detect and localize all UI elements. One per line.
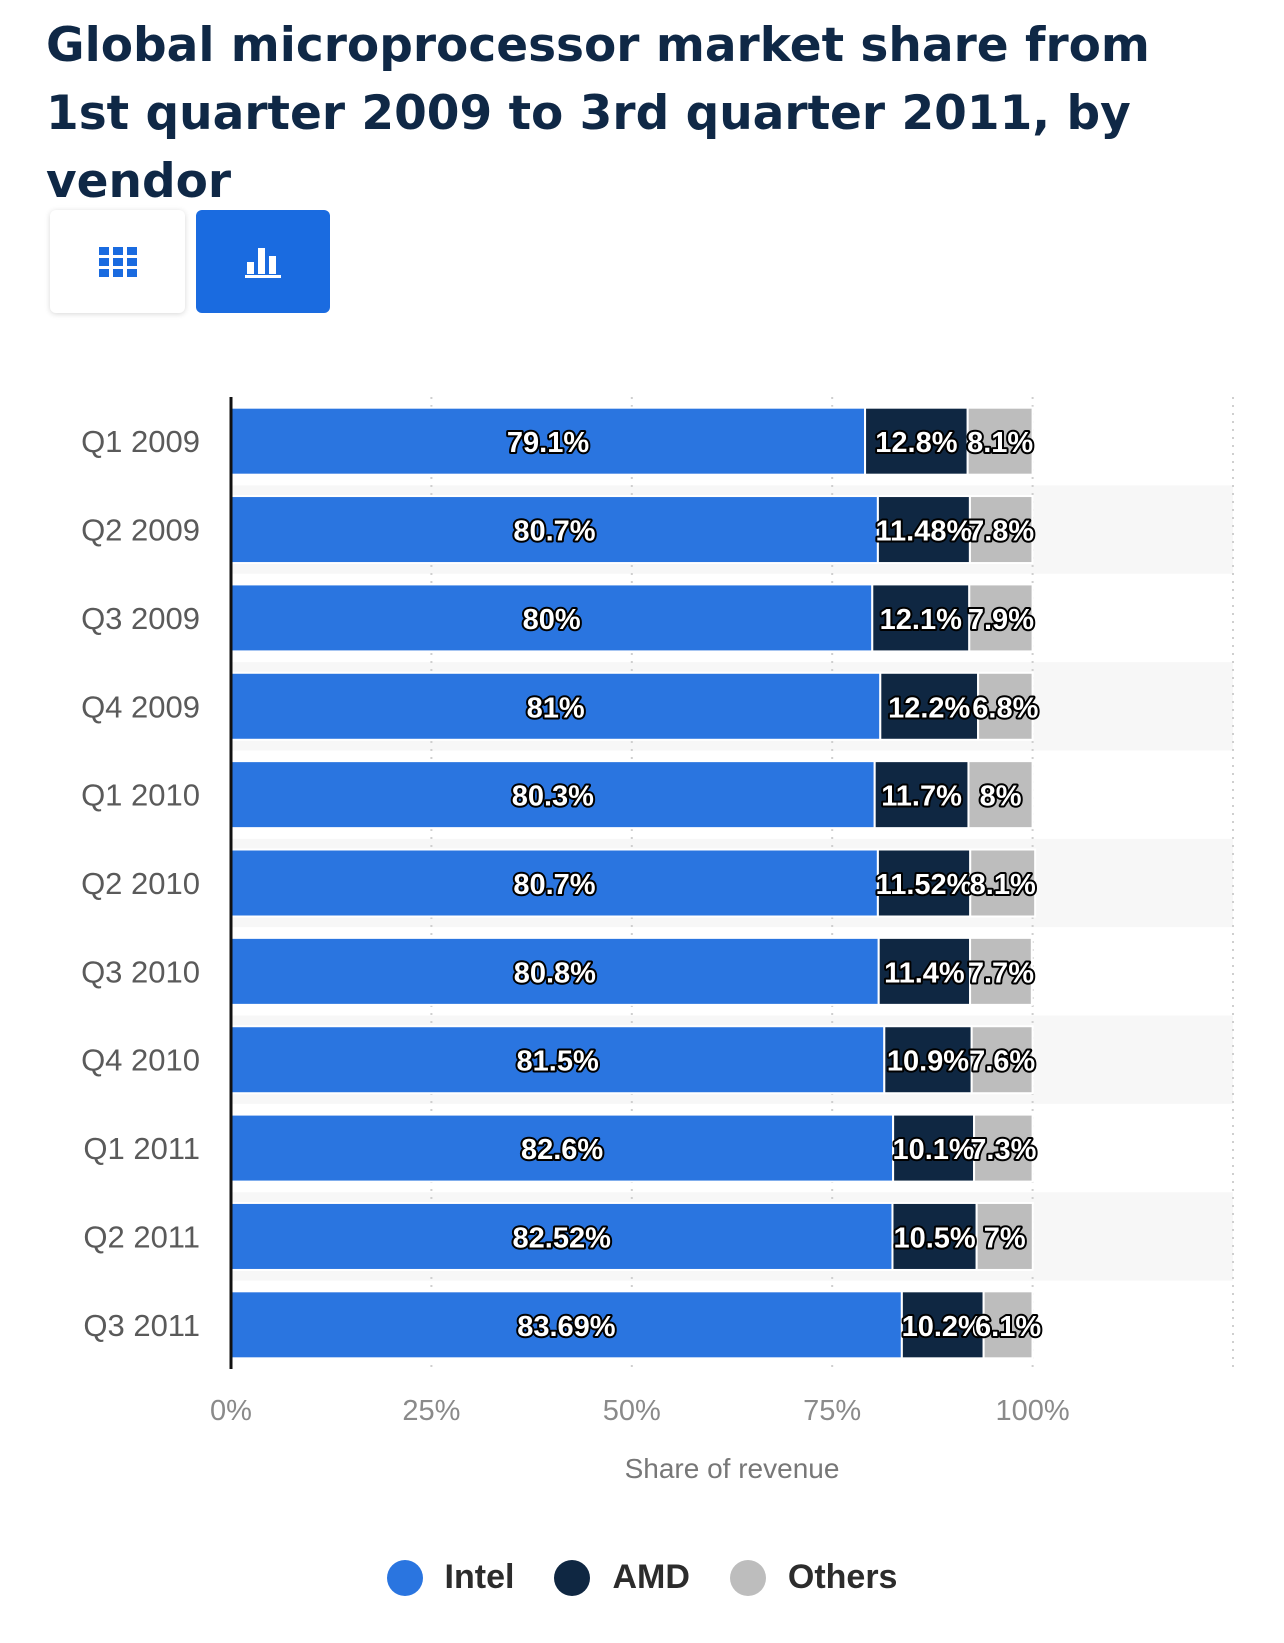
legend-item-amd[interactable]: AMD bbox=[554, 1558, 690, 1597]
category-label: Q1 2010 bbox=[81, 778, 200, 813]
table-view-button[interactable] bbox=[50, 210, 185, 313]
bar-others-q3-2010[interactable] bbox=[969, 936, 1033, 1006]
data-label-intel: 83.69% bbox=[517, 1311, 616, 1343]
data-label-intel: 82.6% bbox=[521, 1134, 603, 1166]
x-tick-label: 25% bbox=[402, 1395, 460, 1427]
data-label-intel: 80.8% bbox=[514, 957, 596, 989]
bar-amd-q1-2009[interactable] bbox=[864, 406, 969, 476]
data-label-amd: 10.9% bbox=[887, 1046, 969, 1078]
bar-others-q2-2009[interactable] bbox=[968, 495, 1034, 565]
legend-item-intel[interactable]: Intel bbox=[386, 1558, 515, 1597]
bar-amd-q4-2009[interactable] bbox=[879, 671, 980, 741]
bar-others-q1-2011[interactable] bbox=[973, 1113, 1034, 1183]
x-axis-title: Share of revenue bbox=[625, 1453, 840, 1484]
category-label: Q3 2010 bbox=[81, 954, 200, 989]
bar-intel-q4-2009[interactable] bbox=[230, 671, 882, 741]
legend-label-amd: AMD bbox=[612, 1558, 690, 1596]
data-label-amd: 11.52% bbox=[876, 869, 973, 901]
legend-swatch-intel bbox=[386, 1559, 423, 1596]
data-label-others: 7.8% bbox=[968, 516, 1034, 548]
bar-intel-q2-2010[interactable] bbox=[230, 848, 879, 918]
chart-view-button[interactable] bbox=[196, 210, 330, 313]
data-label-others: 7.9% bbox=[968, 604, 1034, 636]
data-label-intel: 80.7% bbox=[513, 869, 595, 901]
bar-others-q4-2009[interactable] bbox=[977, 671, 1034, 741]
bar-intel-q1-2011[interactable] bbox=[230, 1113, 895, 1183]
bar-others-q2-2010[interactable] bbox=[969, 848, 1037, 918]
bar-amd-q2-2009[interactable] bbox=[876, 495, 971, 565]
data-label-amd: 11.48% bbox=[876, 516, 973, 548]
data-label-intel: 82.52% bbox=[513, 1222, 612, 1254]
legend: Intel AMD Others bbox=[0, 1558, 1284, 1597]
data-label-intel: 79.1% bbox=[507, 427, 589, 459]
category-label: Q2 2010 bbox=[81, 866, 200, 901]
bar-amd-q1-2010[interactable] bbox=[873, 760, 970, 830]
x-tick-label: 100% bbox=[996, 1395, 1070, 1427]
data-label-others: 7.6% bbox=[969, 1046, 1035, 1078]
data-label-amd: 11.4% bbox=[884, 957, 965, 989]
legend-swatch-amd bbox=[554, 1559, 591, 1596]
bar-amd-q2-2011[interactable] bbox=[891, 1201, 978, 1271]
bar-intel-q4-2010[interactable] bbox=[230, 1025, 886, 1095]
bar-others-q3-2009[interactable] bbox=[968, 583, 1034, 653]
bar-others-q1-2010[interactable] bbox=[967, 760, 1034, 830]
bar-intel-q1-2010[interactable] bbox=[230, 760, 876, 830]
x-tick-label: 75% bbox=[803, 1395, 861, 1427]
category-label: Q3 2009 bbox=[81, 601, 200, 636]
data-label-amd: 12.8% bbox=[875, 427, 957, 459]
x-tick-label: 50% bbox=[603, 1395, 661, 1427]
data-label-amd: 10.2% bbox=[902, 1311, 984, 1343]
data-label-others: 8.1% bbox=[970, 869, 1036, 901]
data-label-amd: 10.5% bbox=[893, 1222, 975, 1254]
bar-amd-q3-2009[interactable] bbox=[871, 583, 971, 653]
data-label-amd: 11.7% bbox=[881, 781, 962, 813]
data-label-others: 7.3% bbox=[970, 1134, 1036, 1166]
data-label-others: 8% bbox=[980, 781, 1022, 813]
category-label: Q2 2011 bbox=[83, 1219, 200, 1254]
data-label-amd: 10.1% bbox=[892, 1134, 974, 1166]
data-label-others: 7.7% bbox=[968, 957, 1034, 989]
category-label: Q1 2011 bbox=[83, 1131, 200, 1166]
category-label: Q4 2009 bbox=[81, 689, 200, 724]
data-label-intel: 81.5% bbox=[517, 1046, 599, 1078]
data-label-others: 6.1% bbox=[975, 1311, 1041, 1343]
bar-amd-q2-2010[interactable] bbox=[876, 848, 972, 918]
bar-others-q2-2011[interactable] bbox=[975, 1201, 1034, 1271]
bar-chart-icon bbox=[245, 247, 281, 278]
data-label-others: 7% bbox=[984, 1222, 1026, 1254]
legend-label-others: Others bbox=[787, 1558, 898, 1596]
data-label-others: 8.1% bbox=[967, 427, 1033, 459]
category-label: Q1 2009 bbox=[81, 424, 200, 459]
category-label: Q4 2010 bbox=[81, 1043, 200, 1078]
data-label-intel: 80.7% bbox=[513, 516, 595, 548]
category-label: Q2 2009 bbox=[81, 513, 200, 548]
bar-others-q1-2009[interactable] bbox=[966, 406, 1034, 476]
table-grid-icon bbox=[98, 246, 137, 277]
bar-others-q4-2010[interactable] bbox=[970, 1025, 1034, 1095]
bar-others-q3-2011[interactable] bbox=[982, 1290, 1034, 1360]
data-label-amd: 12.1% bbox=[880, 604, 962, 636]
legend-swatch-others bbox=[729, 1559, 766, 1596]
data-label-intel: 80.3% bbox=[512, 781, 594, 813]
legend-label-intel: Intel bbox=[444, 1558, 515, 1596]
x-tick-label: 0% bbox=[210, 1395, 252, 1427]
data-label-amd: 12.2% bbox=[888, 692, 970, 724]
category-label: Q3 2011 bbox=[83, 1308, 200, 1343]
legend-item-others[interactable]: Others bbox=[729, 1558, 898, 1597]
bar-intel-q2-2009[interactable] bbox=[230, 495, 879, 565]
page-title: Global microprocessor market share from … bbox=[46, 18, 1150, 209]
bar-amd-q4-2010[interactable] bbox=[883, 1025, 973, 1095]
data-label-intel: 81% bbox=[527, 692, 585, 724]
bar-intel-q3-2009[interactable] bbox=[230, 583, 874, 653]
data-label-others: 6.8% bbox=[972, 692, 1038, 724]
data-label-intel: 80% bbox=[523, 604, 581, 636]
